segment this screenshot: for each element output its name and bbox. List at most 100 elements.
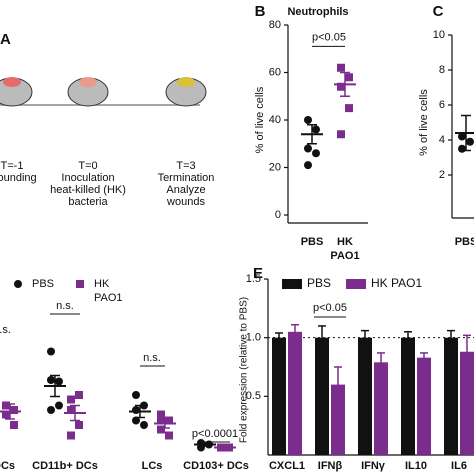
y-tick-label: 60 — [269, 66, 281, 78]
y-axis-label: % of live cells — [254, 86, 266, 153]
x-tick-label: CD11b+ DCs — [32, 460, 98, 472]
panel-title: Neutrophils — [287, 6, 348, 18]
data-point — [458, 144, 466, 153]
significance-label: n.s. — [0, 324, 11, 336]
mice-diagram — [0, 77, 207, 107]
panel-letter: A — [0, 31, 11, 48]
data-point — [47, 347, 55, 356]
bar — [460, 351, 474, 455]
time-label: T=-1 — [1, 160, 24, 172]
time-label: T=0 — [78, 160, 97, 172]
data-point — [75, 421, 83, 429]
y-axis-label: Fold expression (relative to PBS) — [239, 297, 250, 443]
y-tick-label: 0 — [275, 209, 281, 221]
step-text: wounds — [166, 196, 205, 208]
significance-label: p<0.05 — [313, 302, 347, 314]
y-tick-label: 20 — [269, 161, 281, 173]
data-point — [337, 130, 345, 139]
legend-label: PAO1 — [94, 292, 123, 304]
legend-label: PBS — [32, 278, 54, 290]
x-tick-label: CD103+ DCs — [183, 460, 249, 472]
data-point — [337, 82, 345, 91]
data-point — [312, 149, 320, 158]
y-tick-label: 80 — [269, 19, 281, 31]
data-point — [2, 410, 10, 419]
x-tick-label: CXCL1 — [269, 460, 305, 472]
legend-swatch — [282, 279, 302, 289]
significance-label: n.s. — [56, 300, 74, 312]
data-point — [140, 421, 148, 429]
y-tick-label: 6 — [439, 99, 445, 111]
data-point — [157, 410, 165, 419]
data-point — [67, 406, 75, 414]
data-point — [165, 431, 173, 440]
x-tick-label: LCs — [142, 460, 163, 472]
data-point — [10, 421, 18, 429]
time-label: T=3 — [176, 160, 195, 172]
legend-swatch — [346, 279, 366, 289]
significance-label: p<0.05 — [312, 31, 346, 43]
y-tick-label: 1.0 — [246, 332, 261, 344]
y-axis-label: % of live cells — [418, 89, 430, 156]
step-text: Analyze — [166, 184, 205, 196]
bar — [417, 357, 431, 455]
data-point — [67, 395, 75, 404]
step-text: heat-killed (HK) — [50, 184, 126, 196]
significance-label: p<0.0001 — [192, 428, 238, 440]
bar — [444, 337, 458, 455]
data-point — [55, 377, 63, 386]
data-point — [132, 416, 140, 425]
x-tick-label: IL6 — [451, 460, 467, 472]
bar — [331, 384, 345, 455]
legend-label: HK PAO1 — [371, 276, 422, 290]
data-point — [75, 391, 83, 399]
x-tick-label: DCs — [0, 460, 15, 472]
data-point — [157, 425, 165, 434]
panel-letter: E — [253, 265, 263, 282]
data-point — [304, 144, 312, 153]
data-point — [345, 73, 353, 82]
bar — [358, 337, 372, 455]
bar — [401, 337, 415, 455]
bar — [288, 331, 302, 455]
data-point — [10, 406, 18, 414]
data-point — [304, 161, 312, 170]
step-text: Wounding — [0, 172, 37, 184]
data-point — [67, 431, 75, 440]
x-tick-label: IFNβ — [318, 460, 343, 472]
data-point — [157, 416, 165, 425]
x-tick-label: HK — [337, 236, 353, 248]
data-point — [165, 416, 173, 425]
x-tick-label: IFNγ — [361, 460, 386, 472]
bar — [272, 337, 286, 455]
data-point — [47, 376, 55, 384]
bar — [374, 362, 388, 455]
data-point — [458, 132, 466, 141]
y-tick-label: 8 — [439, 64, 445, 76]
y-tick-label: 40 — [269, 114, 281, 126]
data-point — [345, 104, 353, 113]
y-tick-label: 0.5 — [246, 390, 261, 402]
step-text: Inoculation — [61, 172, 114, 184]
significance-label: n.s. — [143, 352, 161, 364]
bar — [315, 337, 329, 455]
y-tick-label: 4 — [439, 134, 445, 146]
data-point — [14, 280, 22, 288]
x-tick-label: PBS — [455, 236, 474, 248]
legend-label: HK — [94, 278, 110, 290]
y-tick-label: 1.5 — [246, 273, 261, 285]
legend-label: PBS — [307, 276, 331, 290]
data-point — [312, 125, 320, 134]
panel-letter: B — [255, 3, 266, 20]
y-tick-label: 2 — [439, 169, 445, 181]
data-point — [304, 116, 312, 124]
data-point — [337, 63, 345, 72]
data-point — [132, 406, 140, 414]
y-tick-label: 10 — [433, 29, 445, 41]
step-text: bacteria — [68, 196, 108, 208]
data-point — [466, 137, 474, 146]
step-text: Termination — [158, 172, 215, 184]
data-point — [76, 280, 84, 288]
data-point — [55, 401, 63, 410]
